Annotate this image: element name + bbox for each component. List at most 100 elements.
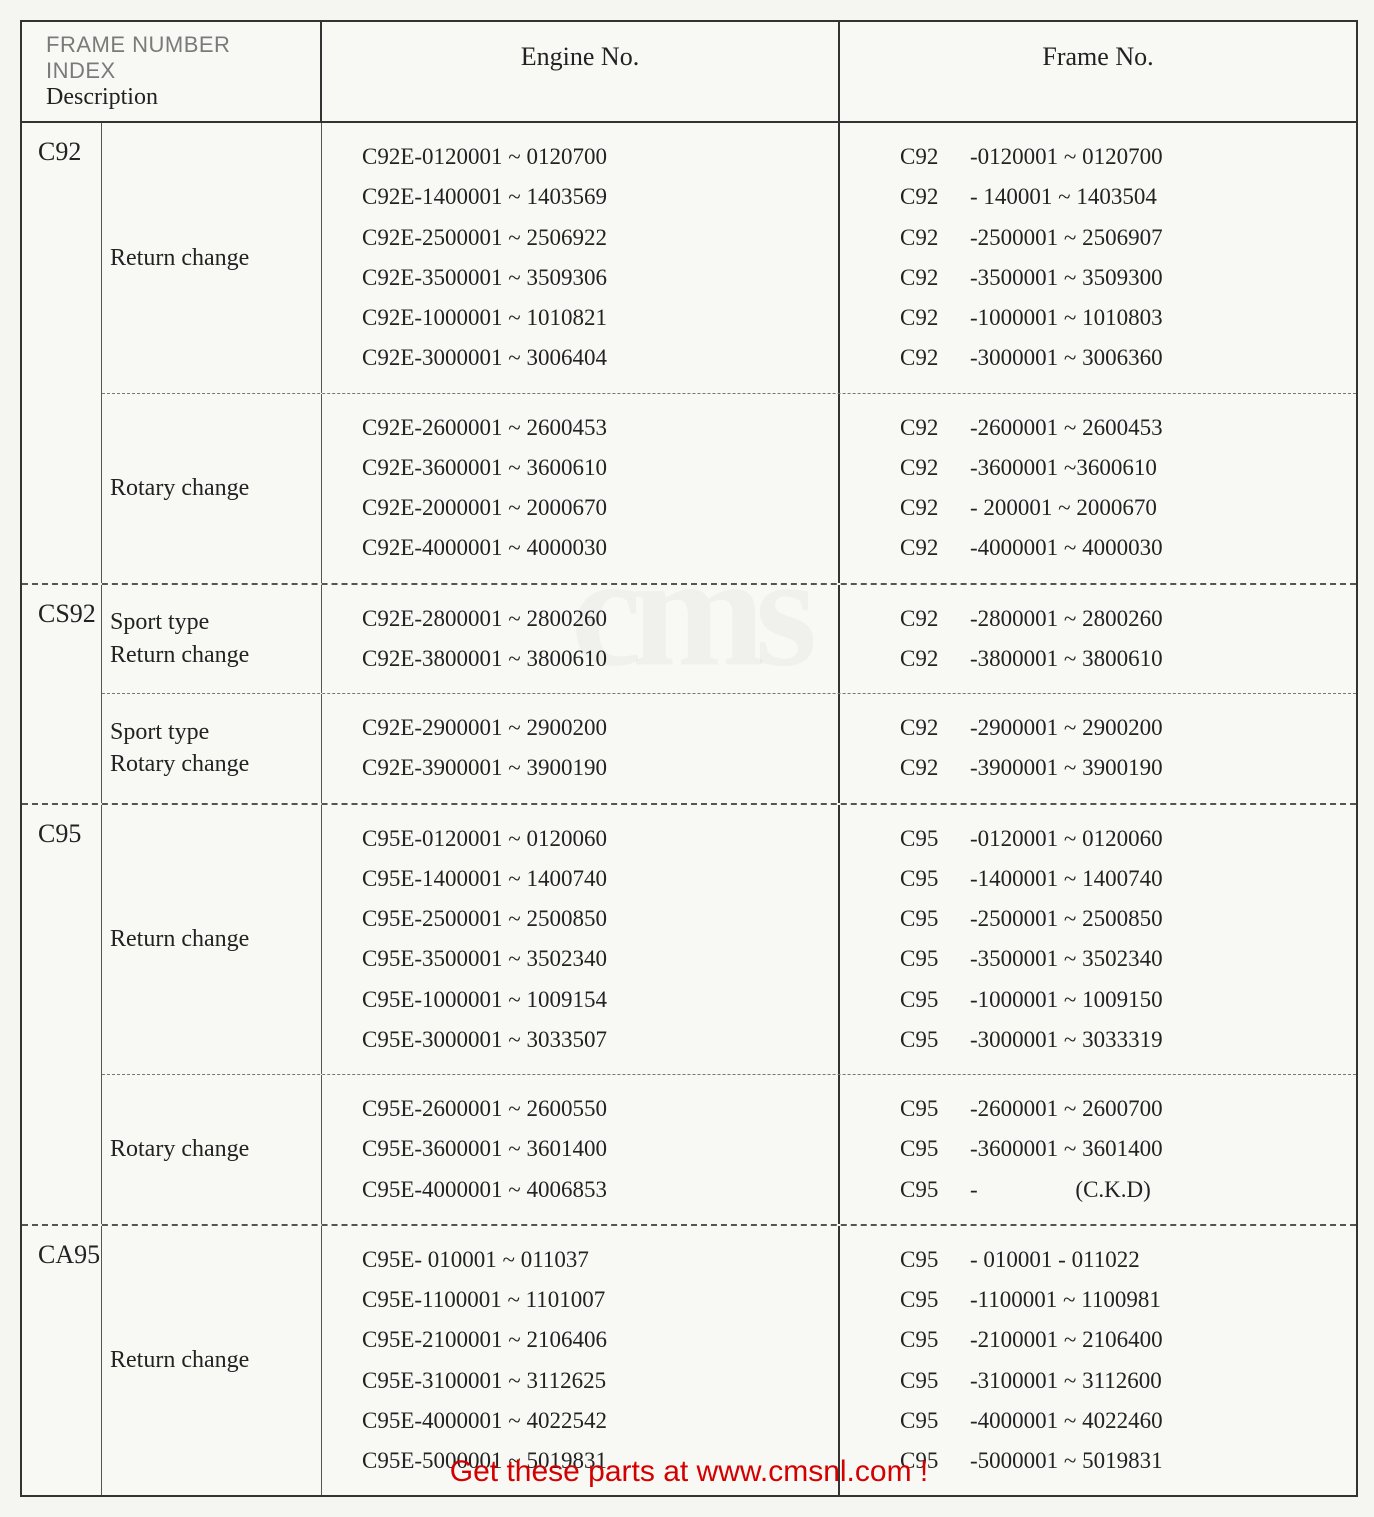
description-label: Description	[46, 84, 304, 111]
frame-prefix: C95	[900, 1020, 970, 1060]
frame-cell: C95-2600001 ~ 2600700	[840, 1089, 1356, 1129]
frame-cell: C92-3800001 ~ 3800610	[840, 639, 1356, 679]
model-body: Return changeC95E- 010001 ~ 011037C95E-1…	[102, 1226, 1356, 1496]
engine-column: C95E- 010001 ~ 011037C95E-1100001 ~ 1101…	[322, 1226, 840, 1496]
frame-cell: C95-4000001 ~ 4022460	[840, 1401, 1356, 1441]
frame-prefix: C92	[900, 258, 970, 298]
frame-cell: C92-0120001 ~ 0120700	[840, 137, 1356, 177]
frame-range: -2500001 ~ 2506907	[970, 225, 1163, 250]
frame-cell: C95-3600001 ~ 3601400	[840, 1129, 1356, 1169]
frame-cell: C92-1000001 ~ 1010803	[840, 298, 1356, 338]
frame-range: -3500001 ~ 3502340	[970, 946, 1163, 971]
engine-cell: C95E-4000001 ~ 4006853	[322, 1170, 838, 1210]
engine-cell: C92E-4000001 ~ 4000030	[322, 528, 838, 568]
frame-prefix: C92	[900, 408, 970, 448]
header-frame-col: Frame No.	[840, 22, 1356, 121]
frame-prefix: C92	[900, 338, 970, 378]
frame-cell: C95-1400001 ~ 1400740	[840, 859, 1356, 899]
frame-prefix: C95	[900, 1441, 970, 1481]
frame-prefix: C95	[900, 1320, 970, 1360]
frame-cell: C92- 200001 ~ 2000670	[840, 488, 1356, 528]
subgroup-rows: C95E-2600001 ~ 2600550C95E-3600001 ~ 360…	[322, 1075, 1356, 1224]
frame-prefix: C95	[900, 1401, 970, 1441]
frame-range: -2900001 ~ 2900200	[970, 715, 1163, 740]
frame-cell: C92-2500001 ~ 2506907	[840, 218, 1356, 258]
subgroup-rows: C92E-0120001 ~ 0120700C92E-1400001 ~ 140…	[322, 123, 1356, 393]
subgroup: Return changeC92E-0120001 ~ 0120700C92E-…	[102, 123, 1356, 394]
engine-column: C92E-2900001 ~ 2900200C92E-3900001 ~ 390…	[322, 694, 840, 803]
engine-cell: C92E-2600001 ~ 2600453	[322, 408, 838, 448]
engine-cell: C95E- 010001 ~ 011037	[322, 1240, 838, 1280]
engine-cell: C95E-3000001 ~ 3033507	[322, 1020, 838, 1060]
frame-range: -2800001 ~ 2800260	[970, 606, 1163, 631]
engine-cell: C92E-2900001 ~ 2900200	[322, 708, 838, 748]
engine-cell: C95E-3100001 ~ 3112625	[322, 1361, 838, 1401]
frame-range: -2600001 ~ 2600453	[970, 415, 1163, 440]
model-block: C95Return changeC95E-0120001 ~ 0120060C9…	[22, 805, 1356, 1226]
model-body: Sport typeReturn changeC92E-2800001 ~ 28…	[102, 585, 1356, 803]
model-label: CA95	[22, 1226, 102, 1496]
frame-column: C95-2600001 ~ 2600700C95-3600001 ~ 36014…	[840, 1075, 1356, 1224]
frame-range: -1100001 ~ 1100981	[970, 1287, 1161, 1312]
engine-cell: C92E-3000001 ~ 3006404	[322, 338, 838, 378]
engine-cell: C95E-1400001 ~ 1400740	[322, 859, 838, 899]
frame-column: C92-2900001 ~ 2900200C92-3900001 ~ 39001…	[840, 694, 1356, 803]
engine-cell: C95E-2100001 ~ 2106406	[322, 1320, 838, 1360]
frame-prefix: C95	[900, 1280, 970, 1320]
engine-cell: C92E-1000001 ~ 1010821	[322, 298, 838, 338]
frame-range: - 200001 ~ 2000670	[970, 495, 1157, 520]
frame-range: -1000001 ~ 1009150	[970, 987, 1163, 1012]
frame-range: -3000001 ~ 3033319	[970, 1027, 1163, 1052]
engine-column: C92E-2800001 ~ 2800260C92E-3800001 ~ 380…	[322, 585, 840, 694]
frame-cell: C92-3000001 ~ 3006360	[840, 338, 1356, 378]
subgroup: Rotary changeC95E-2600001 ~ 2600550C95E-…	[102, 1075, 1356, 1224]
frame-range: -1000001 ~ 1010803	[970, 305, 1163, 330]
subgroup-rows: C92E-2900001 ~ 2900200C92E-3900001 ~ 390…	[322, 694, 1356, 803]
subgroup-rows: C95E- 010001 ~ 011037C95E-1100001 ~ 1101…	[322, 1226, 1356, 1496]
frame-cell: C95-3100001 ~ 3112600	[840, 1361, 1356, 1401]
engine-cell: C92E-3800001 ~ 3800610	[322, 639, 838, 679]
frame-prefix: C92	[900, 748, 970, 788]
frame-prefix: C92	[900, 639, 970, 679]
subgroup: Sport typeReturn changeC92E-2800001 ~ 28…	[102, 585, 1356, 695]
engine-column: C95E-2600001 ~ 2600550C95E-3600001 ~ 360…	[322, 1075, 840, 1224]
subgroup: Return changeC95E-0120001 ~ 0120060C95E-…	[102, 805, 1356, 1076]
engine-cell: C95E-0120001 ~ 0120060	[322, 819, 838, 859]
engine-cell: C92E-2500001 ~ 2506922	[322, 218, 838, 258]
frame-column: C95 -0120001 ~ 0120060 C95-1400001 ~ 14007…	[840, 805, 1356, 1075]
frame-range: -0120001 ~ 0120060	[970, 826, 1163, 851]
frame-cell: C95- (C.K.D)	[840, 1170, 1356, 1210]
frame-range: -3600001 ~3600610	[970, 455, 1157, 480]
frame-range: - 010001 - 011022	[970, 1247, 1140, 1272]
engine-column: C95E-0120001 ~ 0120060C95E-1400001 ~ 140…	[322, 805, 840, 1075]
frame-prefix: C92	[900, 448, 970, 488]
subgroup-label: Return change	[102, 805, 322, 1075]
header-engine-col: Engine No.	[322, 22, 840, 121]
frame-range: -2100001 ~ 2106400	[970, 1327, 1163, 1352]
frame-cell: C95-2500001 ~ 2500850	[840, 899, 1356, 939]
subgroup-label: Rotary change	[102, 1075, 322, 1224]
frame-cell: C92-3600001 ~3600610	[840, 448, 1356, 488]
engine-cell: C95E-3500001 ~ 3502340	[322, 939, 838, 979]
frame-range: -0120001 ~ 0120700	[970, 144, 1163, 169]
frame-cell: C95-3500001 ~ 3502340	[840, 939, 1356, 979]
subgroup-rows: C95E-0120001 ~ 0120060C95E-1400001 ~ 140…	[322, 805, 1356, 1075]
subgroup-rows: C92E-2800001 ~ 2800260C92E-3800001 ~ 380…	[322, 585, 1356, 694]
engine-cell: C92E-2000001 ~ 2000670	[322, 488, 838, 528]
engine-cell: C95E-3600001 ~ 3601400	[322, 1129, 838, 1169]
model-block: CS92Sport typeReturn changeC92E-2800001 …	[22, 585, 1356, 805]
frame-prefix: C92	[900, 298, 970, 338]
engine-cell: C95E-2600001 ~ 2600550	[322, 1089, 838, 1129]
frame-cell: C92-2800001 ~ 2800260	[840, 599, 1356, 639]
model-label: C95	[22, 805, 102, 1224]
frame-range: -4000001 ~ 4022460	[970, 1408, 1163, 1433]
frame-column: C92-0120001 ~ 0120700C92- 140001 ~ 14035…	[840, 123, 1356, 393]
frame-range: -4000001 ~ 4000030	[970, 535, 1163, 560]
frame-prefix: C95	[900, 939, 970, 979]
frame-range: -3600001 ~ 3601400	[970, 1136, 1163, 1161]
frame-cell: C92- 140001 ~ 1403504	[840, 177, 1356, 217]
frame-cell: C92-2600001 ~ 2600453	[840, 408, 1356, 448]
frame-cell: C95-1100001 ~ 1100981	[840, 1280, 1356, 1320]
frame-range: -3100001 ~ 3112600	[970, 1368, 1162, 1393]
engine-column: C92E-0120001 ~ 0120700C92E-1400001 ~ 140…	[322, 123, 840, 393]
